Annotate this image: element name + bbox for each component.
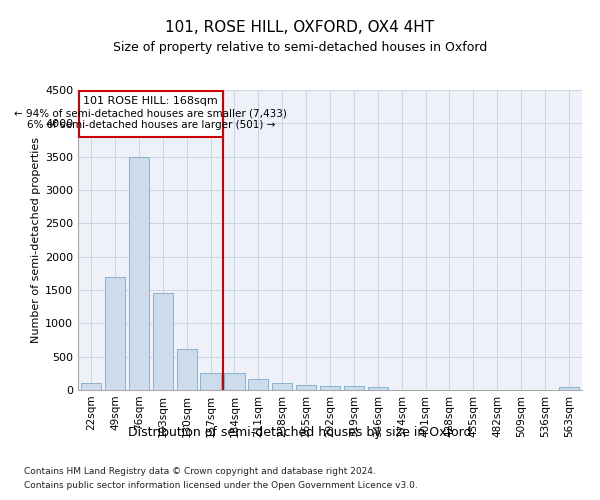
Bar [176,348,197,390]
Bar [559,386,579,390]
FancyBboxPatch shape [79,92,223,136]
Text: Contains HM Land Registry data © Crown copyright and database right 2024.: Contains HM Land Registry data © Crown c… [24,466,376,475]
Bar [248,380,268,390]
Text: Size of property relative to semi-detached houses in Oxford: Size of property relative to semi-detach… [113,41,487,54]
Bar [81,382,101,390]
Text: 101, ROSE HILL, OXFORD, OX4 4HT: 101, ROSE HILL, OXFORD, OX4 4HT [166,20,434,35]
Bar [296,384,316,390]
Text: Distribution of semi-detached houses by size in Oxford: Distribution of semi-detached houses by … [128,426,472,439]
Bar [129,156,149,390]
Bar [368,386,388,390]
Y-axis label: Number of semi-detached properties: Number of semi-detached properties [31,137,41,343]
Bar [105,276,125,390]
Bar [272,384,292,390]
Text: 6% of semi-detached houses are larger (501) →: 6% of semi-detached houses are larger (5… [26,120,275,130]
Text: ← 94% of semi-detached houses are smaller (7,433): ← 94% of semi-detached houses are smalle… [14,108,287,118]
Bar [200,372,221,390]
Bar [224,372,245,390]
Text: 101 ROSE HILL: 168sqm: 101 ROSE HILL: 168sqm [83,96,218,106]
Text: Contains public sector information licensed under the Open Government Licence v3: Contains public sector information licen… [24,480,418,490]
Bar [344,386,364,390]
Bar [320,386,340,390]
Bar [152,294,173,390]
